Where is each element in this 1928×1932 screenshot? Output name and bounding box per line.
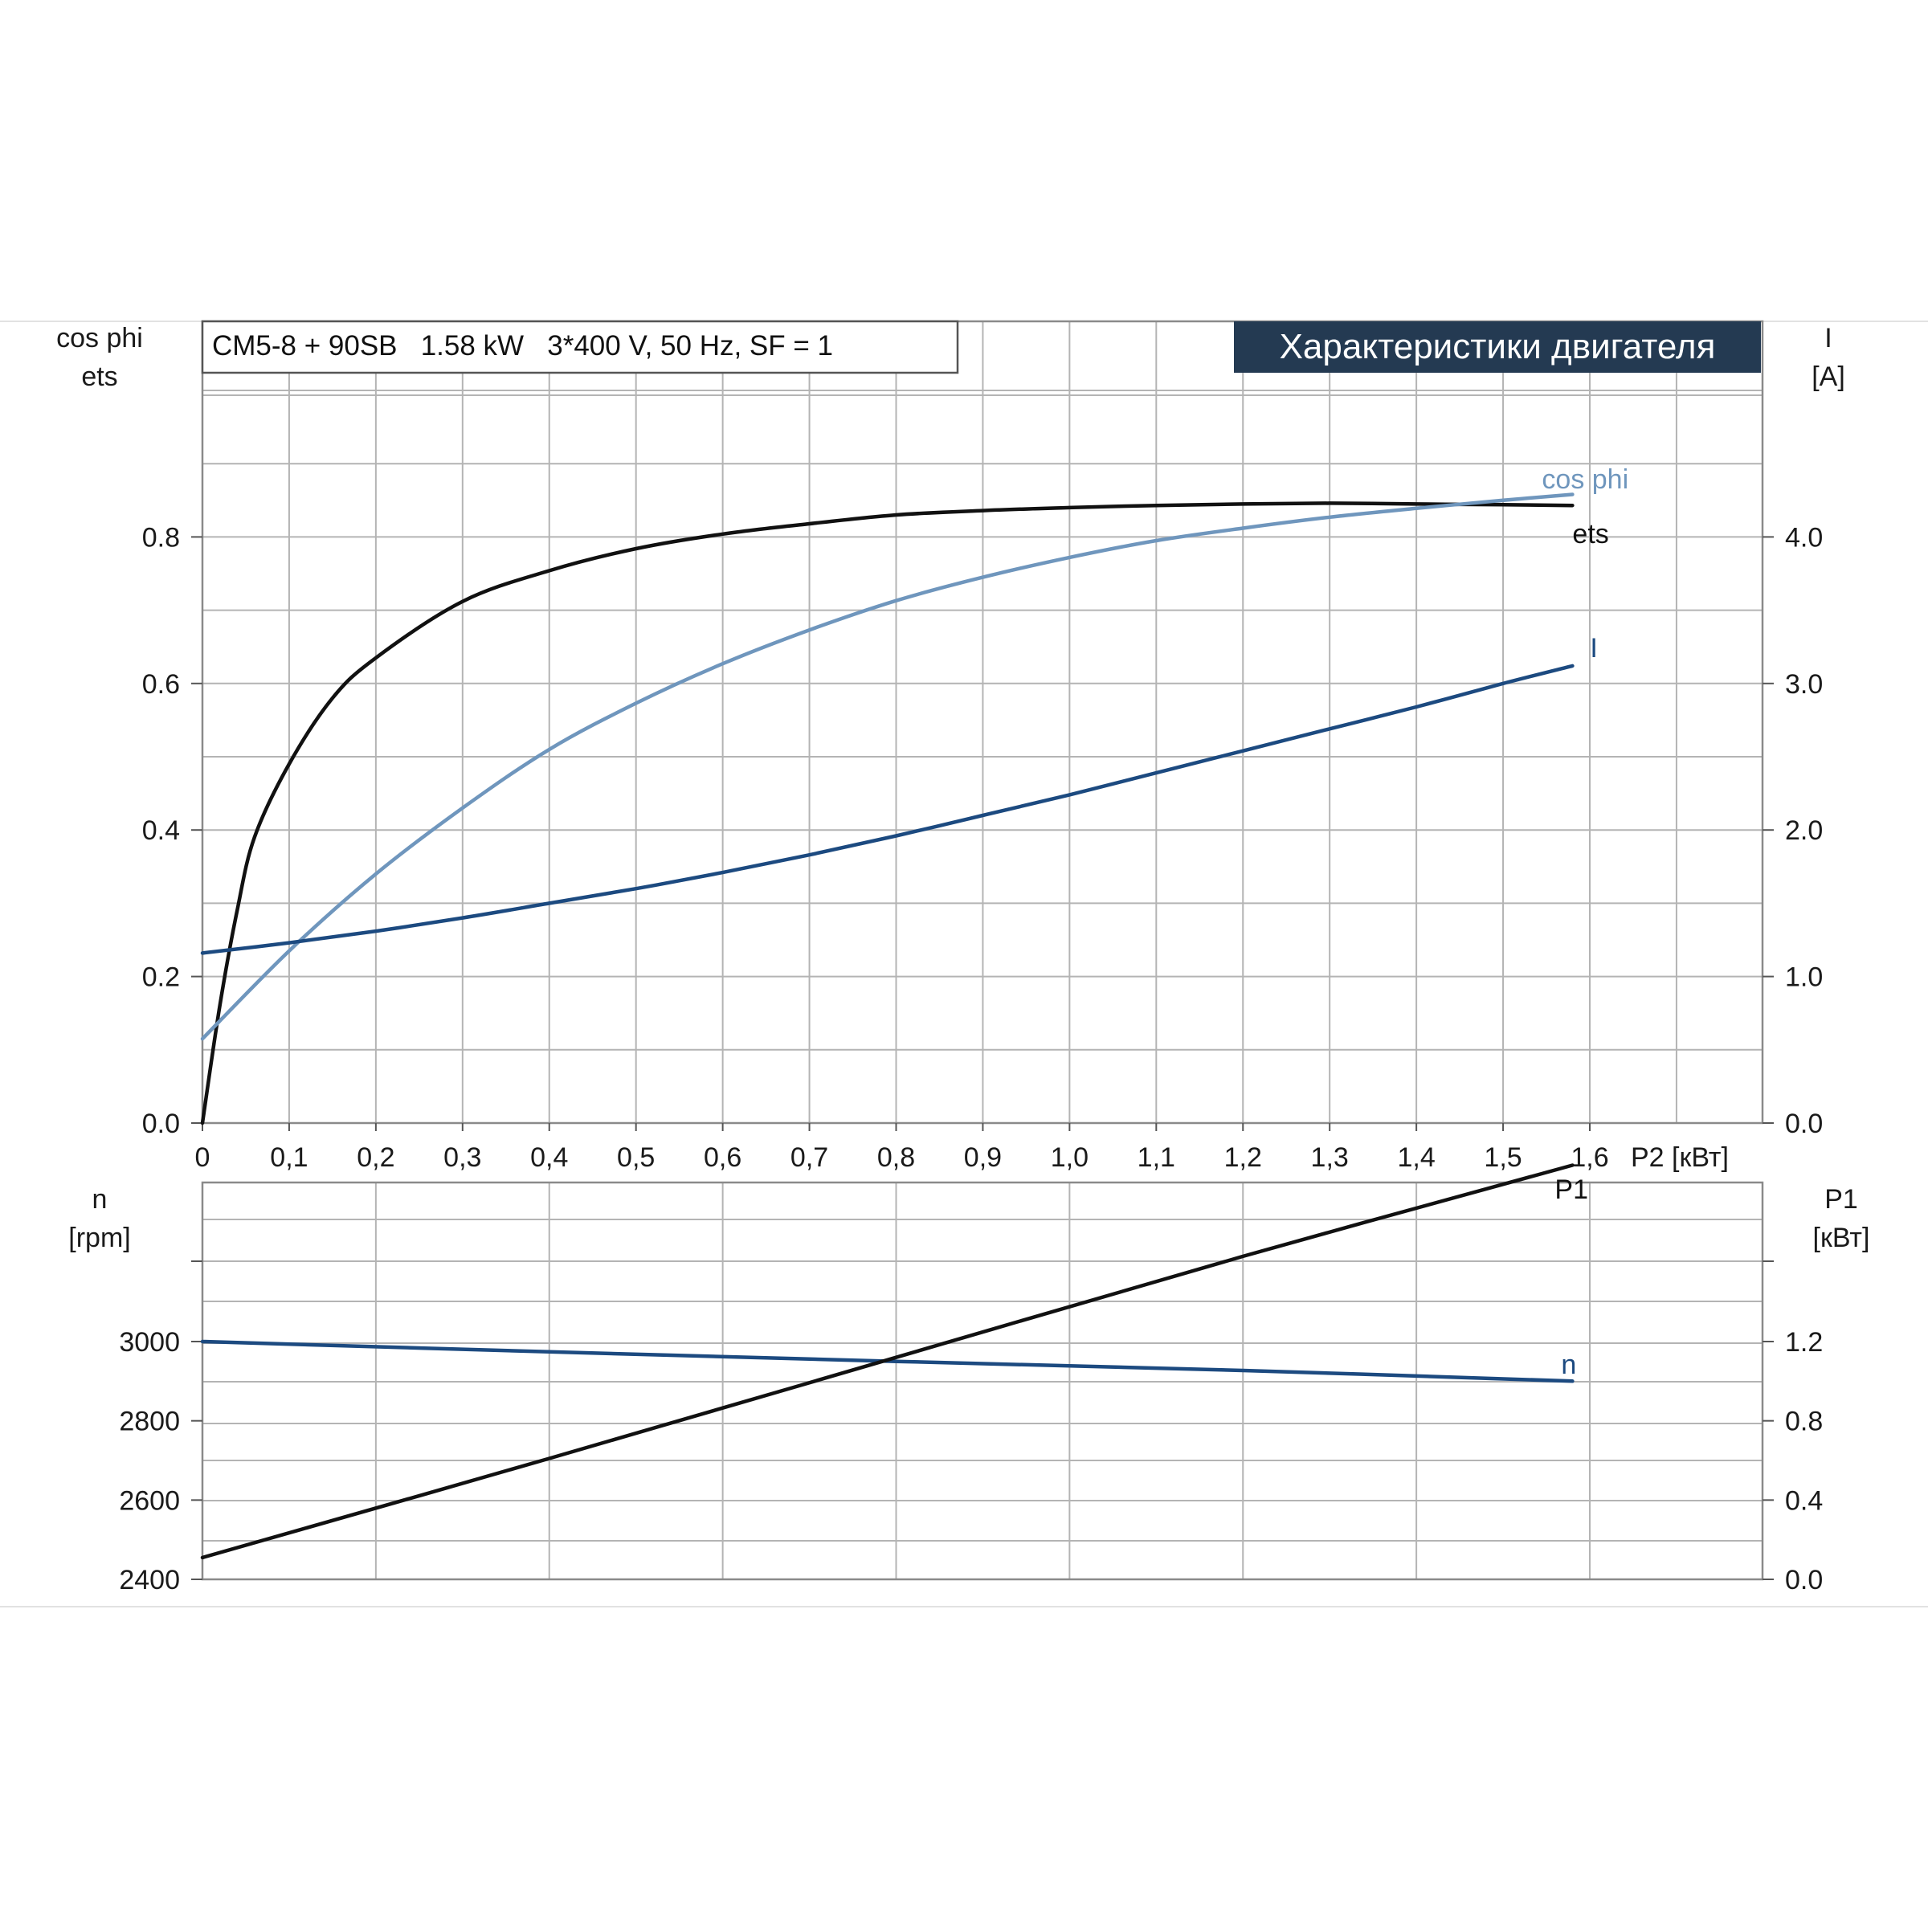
curves <box>200 492 1575 1560</box>
bottom-right-axis-title-2: [кВт] <box>1813 1223 1870 1253</box>
axis-ticks: 0 0,1 0,2 0,3 0,4 0,5 0,6 0,7 0,8 0,9 1,0 1,1 1,2 1,3… <box>119 522 1823 1595</box>
top-right-axis-title-1: I <box>1824 323 1832 353</box>
top-right-tick-label: 0.0 <box>1785 1109 1823 1139</box>
x-tick-label: 1,6 <box>1571 1142 1608 1173</box>
top-left-tick-label: 0.2 <box>142 962 180 993</box>
top-left-tick-label: 0.8 <box>142 522 180 553</box>
x-tick-label: 0,6 <box>704 1142 741 1173</box>
top-left-tick-label: 0.0 <box>142 1109 180 1139</box>
bottom-right-tick-label: 0.0 <box>1785 1565 1823 1595</box>
bottom-left-tick-label: 2800 <box>119 1407 180 1437</box>
x-tick-label: 0,3 <box>443 1142 481 1173</box>
title-badge: Характеристики двигателя <box>1234 321 1761 373</box>
x-tick-label: 1,3 <box>1311 1142 1349 1173</box>
x-tick-label: 1,4 <box>1397 1142 1435 1173</box>
chart-title: Характеристики двигателя <box>1280 327 1716 366</box>
series-label-cos-phi: cos phi <box>1542 464 1628 495</box>
top-right-tick-label: 2.0 <box>1785 815 1823 846</box>
model-info-box: CM5-8 + 90SB 1.58 kW 3*400 V, 50 Hz, SF … <box>201 320 959 374</box>
p1-curve <box>200 1163 1575 1560</box>
top-left-tick-label: 0.6 <box>142 669 180 700</box>
series-label-n: n <box>1561 1350 1576 1380</box>
x-tick-label: 0,2 <box>357 1142 394 1173</box>
current-curve <box>200 664 1575 955</box>
top-right-tick-label: 1.0 <box>1785 962 1823 993</box>
x-tick-label: 0 <box>195 1142 210 1173</box>
series-label-p1: P1 <box>1554 1174 1588 1205</box>
bottom-right-tick-label: 0.4 <box>1785 1485 1823 1516</box>
model-info-text: CM5-8 + 90SB 1.58 kW 3*400 V, 50 Hz, SF … <box>212 330 833 361</box>
bottom-left-tick-label: 3000 <box>119 1327 180 1358</box>
x-tick-label: 0,8 <box>877 1142 915 1173</box>
x-tick-label: 1,0 <box>1051 1142 1089 1173</box>
bottom-left-axis-title-2: [rpm] <box>68 1223 130 1253</box>
x-axis-title: P2 [кВт] <box>1631 1142 1729 1173</box>
bottom-right-tick-label: 0.8 <box>1785 1407 1823 1437</box>
cos-phi-curve <box>200 492 1575 1041</box>
bottom-right-axis-title-1: P1 <box>1824 1184 1858 1215</box>
bottom-left-tick-label: 2600 <box>119 1485 180 1516</box>
top-right-axis-title-2: [A] <box>1812 361 1845 392</box>
bottom-right-tick-label: 1.2 <box>1785 1327 1823 1358</box>
bottom-left-tick-label: 2400 <box>119 1565 180 1595</box>
bottom-left-axis-title-1: n <box>92 1184 108 1215</box>
x-tick-label: 1,1 <box>1138 1142 1175 1173</box>
x-tick-label: 1,5 <box>1484 1142 1522 1173</box>
bottom-plot-frame <box>201 1181 1764 1581</box>
top-right-tick-label: 3.0 <box>1785 669 1823 700</box>
x-tick-label: 0,1 <box>270 1142 308 1173</box>
series-label-ets: ets <box>1572 519 1608 549</box>
x-tick-label: 1,2 <box>1224 1142 1262 1173</box>
x-tick-label: 0,7 <box>790 1142 828 1173</box>
top-left-axis-title-1: cos phi <box>56 323 143 353</box>
speed-curve <box>200 1339 1575 1383</box>
series-label-current: I <box>1590 633 1597 664</box>
grid <box>202 321 1763 1579</box>
top-left-axis-title-2: ets <box>81 361 117 392</box>
x-tick-label: 0,5 <box>617 1142 655 1173</box>
x-tick-label: 0,4 <box>530 1142 568 1173</box>
top-left-tick-label: 0.4 <box>142 815 180 846</box>
x-tick-label: 0,9 <box>964 1142 1002 1173</box>
ets-curve <box>200 501 1575 1125</box>
top-right-tick-label: 4.0 <box>1785 522 1823 553</box>
